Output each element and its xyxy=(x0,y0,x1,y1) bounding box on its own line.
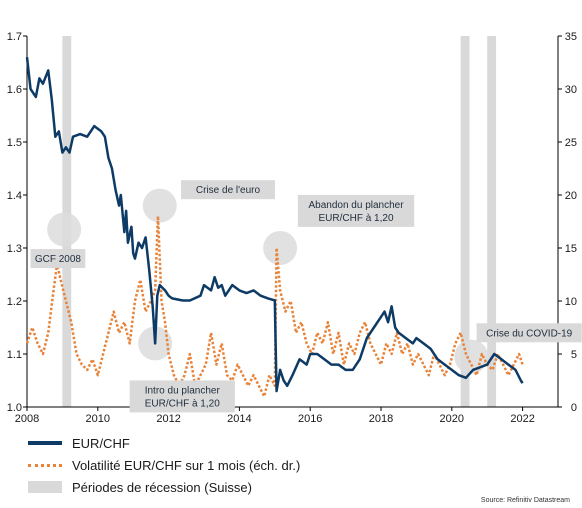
legend-item-eurchf: EUR/CHF xyxy=(28,432,300,454)
legend-swatch-solid xyxy=(28,441,62,445)
annotation-box-4 xyxy=(476,323,582,343)
y-left-tick-label: 1.4 xyxy=(7,190,22,202)
legend-swatch-recession xyxy=(28,481,62,493)
legend-swatch-dotted xyxy=(28,463,62,467)
series-volatility-line xyxy=(25,214,524,398)
y-left-tick-label: 1.3 xyxy=(7,243,22,255)
y-left-tick-label: 1.2 xyxy=(7,296,22,308)
y-left-tick-label: 1.1 xyxy=(7,349,22,361)
legend-label-recession: Périodes de récession (Suisse) xyxy=(72,479,252,495)
legend-item-volatility: Volatilité EUR/CHF sur 1 mois (éch. dr.) xyxy=(28,454,300,476)
recession-band-2 xyxy=(487,36,497,407)
x-tick-label: 2016 xyxy=(298,413,322,425)
annotation-highlight-3 xyxy=(263,231,298,265)
annotation-highlight-0 xyxy=(47,212,82,247)
annotation-label-1: Crise de l'euro xyxy=(196,185,261,196)
y-left-tick-label: 1.7 xyxy=(7,31,22,43)
y-left-tick-label: 1.5 xyxy=(7,137,22,149)
x-tick-label: 2020 xyxy=(440,413,464,425)
annotation-box-2 xyxy=(129,380,235,413)
y-right-tick-label: 10 xyxy=(565,296,577,308)
source-note: Source: Refinitiv Datastream xyxy=(480,497,570,504)
y-right-tick-label: 35 xyxy=(565,31,577,43)
y-right-tick-label: 30 xyxy=(565,84,577,96)
annotation-label-2: Intro du plancher xyxy=(145,385,221,396)
x-tick-label: 2018 xyxy=(369,413,393,425)
annotation-box-1 xyxy=(180,180,275,200)
x-tick-label: 2010 xyxy=(86,413,110,425)
series-eurchf-line xyxy=(25,57,524,393)
annotation-box-3 xyxy=(297,194,415,227)
x-tick-label: 2008 xyxy=(15,413,39,425)
annotation-highlight-1 xyxy=(142,188,177,223)
y-right-tick-label: 25 xyxy=(565,137,577,149)
annotation-label-2: EUR/CHF à 1,20 xyxy=(145,398,220,409)
x-tick-label: 2014 xyxy=(227,413,251,425)
legend-label-eurchf: EUR/CHF xyxy=(72,435,130,451)
legend: EUR/CHF Volatilité EUR/CHF sur 1 mois (é… xyxy=(28,432,300,498)
y-left-tick-label: 1.0 xyxy=(7,402,22,414)
x-tick-label: 2022 xyxy=(510,413,534,425)
x-tick-label: 2012 xyxy=(156,413,180,425)
legend-label-volatility: Volatilité EUR/CHF sur 1 mois (éch. dr.) xyxy=(72,457,301,473)
annotation-label-0: GCF 2008 xyxy=(35,254,82,265)
annotation-label-4: Crise du COVID-19 xyxy=(486,328,573,339)
chart: 1.0 1.1 1.2 1.3 1.4 1.5 1.6 1.7 0 5 10 15 20 25 30 35 20… xyxy=(7,31,582,425)
y-right-tick-label: 20 xyxy=(565,190,577,202)
y-left-tick-label: 1.6 xyxy=(7,84,22,96)
annotation-label-3: Abandon du plancher xyxy=(308,200,404,211)
recession-band-1 xyxy=(460,36,470,407)
annotation-box-0 xyxy=(30,249,86,269)
y-right-tick-label: 5 xyxy=(571,349,577,361)
y-right-tick-label: 15 xyxy=(565,243,577,255)
legend-item-recession: Périodes de récession (Suisse) xyxy=(28,476,300,498)
y-right-tick-label: 0 xyxy=(571,402,577,414)
annotation-label-3: EUR/CHF à 1,20 xyxy=(318,213,393,224)
